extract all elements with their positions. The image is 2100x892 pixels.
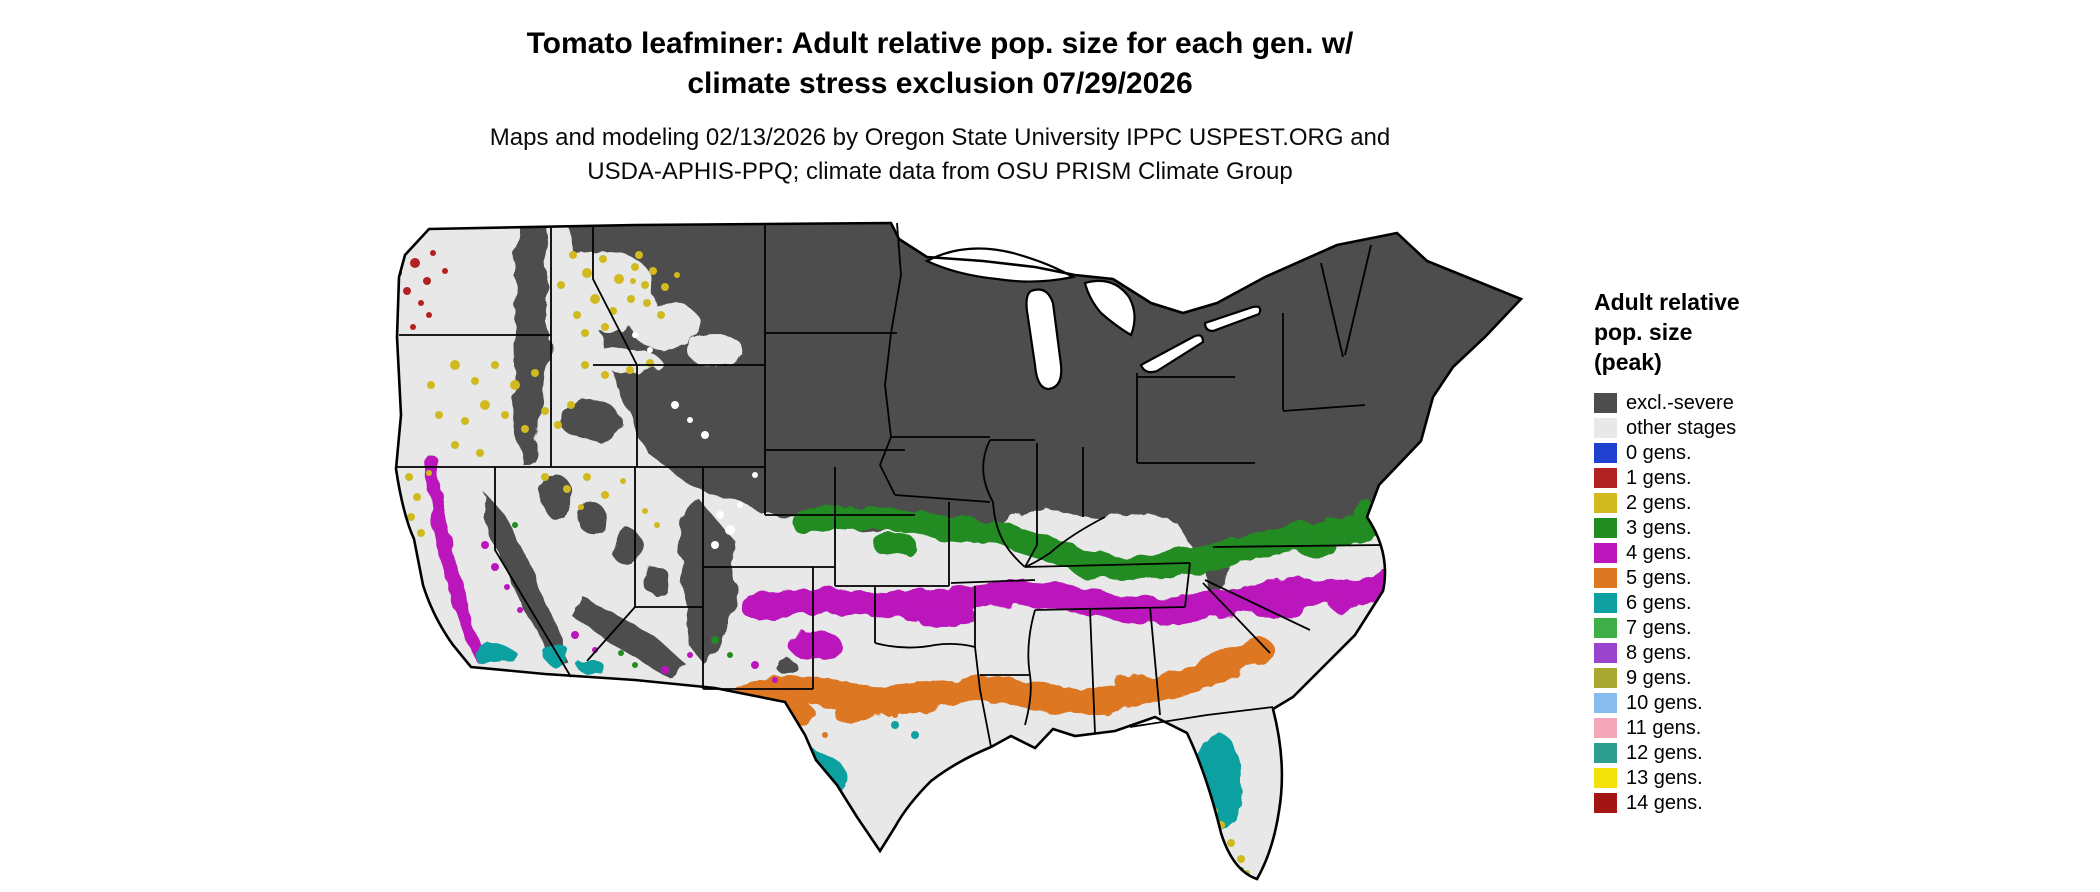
legend-item-label: 14 gens. <box>1626 791 1703 814</box>
legend-item-label: 1 gens. <box>1626 466 1692 489</box>
legend-item: 3 gens. <box>1594 516 1740 541</box>
legend-title-line-1: Adult relative <box>1594 289 1740 315</box>
legend-item-label: 8 gens. <box>1626 641 1692 664</box>
legend-items: excl.-severe other stages 0 gens. 1 gens… <box>1594 391 1740 816</box>
legend-item: 0 gens. <box>1594 441 1740 466</box>
legend-item-label: 12 gens. <box>1626 741 1703 764</box>
legend-swatch <box>1594 643 1617 664</box>
legend-swatch <box>1594 618 1617 639</box>
legend-swatch <box>1594 468 1617 489</box>
map-nodata-speckles <box>632 332 758 549</box>
legend-item-label: 4 gens. <box>1626 541 1692 564</box>
legend-item-label: other stages <box>1626 416 1737 439</box>
legend-title: Adult relative pop. size (peak) <box>1594 288 1740 378</box>
legend-swatch <box>1594 793 1617 814</box>
figure-header: Tomato leafminer: Adult relative pop. si… <box>0 24 1880 188</box>
state-borders <box>396 222 1382 748</box>
legend-item-label: 0 gens. <box>1626 441 1692 464</box>
legend-item: 1 gens. <box>1594 466 1740 491</box>
legend-swatch <box>1594 743 1617 764</box>
legend-swatch <box>1594 393 1617 414</box>
legend-swatch <box>1594 718 1617 739</box>
legend-item-label: 6 gens. <box>1626 591 1692 614</box>
legend-item-label: 5 gens. <box>1626 566 1692 589</box>
legend-item: 4 gens. <box>1594 541 1740 566</box>
us-map-svg <box>394 221 1524 881</box>
legend-item: 7 gens. <box>1594 616 1740 641</box>
legend-swatch <box>1594 568 1617 589</box>
legend: Adult relative pop. size (peak) excl.-se… <box>1594 288 1740 816</box>
legend-item: 11 gens. <box>1594 716 1740 741</box>
legend-item-label: 13 gens. <box>1626 766 1703 789</box>
us-outline <box>394 221 1524 881</box>
lake-superior <box>924 247 1077 283</box>
legend-item: 13 gens. <box>1594 766 1740 791</box>
map-gen4-band <box>424 454 1400 662</box>
title-line-2: climate stress exclusion 07/29/2026 <box>687 66 1193 100</box>
legend-swatch <box>1594 418 1617 439</box>
us-distribution-map <box>335 215 1530 885</box>
legend-swatch <box>1594 443 1617 464</box>
legend-swatch <box>1594 768 1617 789</box>
legend-item-label: 10 gens. <box>1626 691 1703 714</box>
legend-item-label: excl.-severe <box>1626 391 1734 414</box>
map-excluded-region <box>481 223 1521 677</box>
legend-item: 6 gens. <box>1594 591 1740 616</box>
legend-swatch <box>1594 593 1617 614</box>
figure-title: Tomato leafminer: Adult relative pop. si… <box>0 24 1880 103</box>
legend-item: other stages <box>1594 416 1740 441</box>
subtitle-line-1: Maps and modeling 02/13/2026 by Oregon S… <box>489 124 1391 152</box>
subtitle-line-2: USDA-APHIS-PPQ; climate data from OSU PR… <box>587 157 1293 185</box>
legend-title-line-3: (peak) <box>1594 348 1662 375</box>
legend-item: 2 gens. <box>1594 491 1740 516</box>
legend-swatch <box>1594 518 1617 539</box>
legend-item: excl.-severe <box>1594 391 1740 416</box>
legend-item: 14 gens. <box>1594 791 1740 816</box>
legend-item-label: 7 gens. <box>1626 616 1692 639</box>
legend-item: 12 gens. <box>1594 741 1740 766</box>
lake-ontario <box>1203 305 1262 333</box>
map-gen4-speckles <box>481 541 778 683</box>
legend-swatch <box>1594 693 1617 714</box>
legend-swatch <box>1594 668 1617 689</box>
title-line-1: Tomato leafminer: Adult relative pop. si… <box>526 27 1354 60</box>
legend-title-line-2: pop. size <box>1594 318 1693 345</box>
legend-swatch <box>1594 543 1617 564</box>
lake-huron <box>1083 279 1136 337</box>
legend-swatch <box>1594 493 1617 514</box>
legend-item: 5 gens. <box>1594 566 1740 591</box>
legend-item-label: 2 gens. <box>1626 491 1692 514</box>
legend-item: 9 gens. <box>1594 666 1740 691</box>
legend-item: 10 gens. <box>1594 691 1740 716</box>
lake-erie <box>1139 334 1205 374</box>
legend-item-label: 11 gens. <box>1626 716 1702 739</box>
lake-michigan <box>1025 288 1063 391</box>
legend-item-label: 3 gens. <box>1626 516 1692 539</box>
figure-subtitle: Maps and modeling 02/13/2026 by Oregon S… <box>0 121 1880 188</box>
great-lakes <box>924 247 1262 391</box>
legend-item: 8 gens. <box>1594 641 1740 666</box>
legend-item-label: 9 gens. <box>1626 666 1692 689</box>
